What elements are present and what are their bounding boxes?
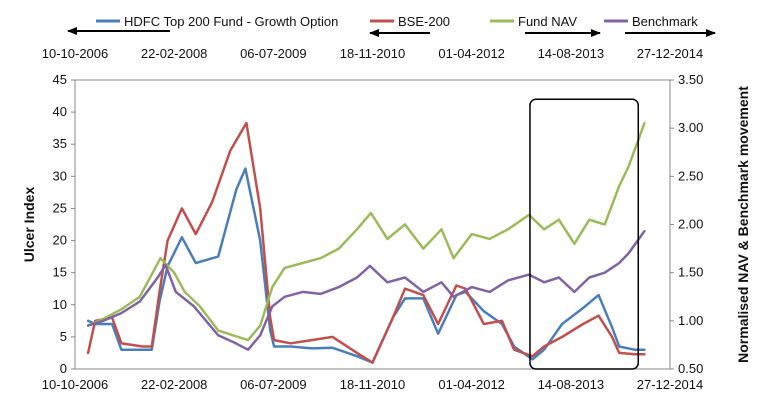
axis-pointer-arrows (67, 27, 716, 37)
left-y-tick-label: 30 (53, 168, 67, 183)
right-y-tick-label: 1.00 (678, 313, 703, 328)
series-line-hdfc-top-200-fund-growth-option (86, 167, 646, 364)
left-y-tick-labels: 0 5 10 15 20 25 30 35 40 45 (53, 72, 75, 376)
left-y-tick-label: 20 (53, 233, 67, 248)
bottom-x-tick-labels: 10-10-2006 22-02-2008 06-07-2009 18-11-2010… (42, 377, 704, 392)
left-y-tick-label: 15 (53, 265, 67, 280)
left-y-tick-label: 5 (60, 329, 67, 344)
x-tick-label: 22-02-2008 (141, 377, 208, 392)
right-y-tick-label: 3.00 (678, 120, 703, 135)
top-x-tick-label: 22-02-2008 (141, 46, 208, 61)
series-line-bse-200 (86, 121, 646, 364)
right-y-tick-label: 2.00 (678, 217, 703, 232)
left-y-tick-label: 25 (53, 200, 67, 215)
highlight-box (529, 98, 640, 370)
top-x-tick-label: 14-08-2013 (538, 46, 605, 61)
x-tick-label: 01-04-2012 (438, 377, 505, 392)
right-y-tick-label: 1.50 (678, 265, 703, 280)
series-line-benchmark (86, 229, 646, 351)
top-x-tick-label: 01-04-2012 (438, 46, 505, 61)
left-y-tick-label: 35 (53, 136, 67, 151)
right-axis-title: Normalised NAV & Benchmark movement (735, 86, 751, 363)
top-x-tick-label: 27-12-2014 (637, 46, 704, 61)
left-y-tick-label: 0 (60, 361, 67, 376)
left-y-tick-label: 10 (53, 297, 67, 312)
legend-label-fund-nav: Fund NAV (518, 14, 577, 29)
legend-label-bse200: BSE-200 (398, 14, 450, 29)
plot-area-frame (74, 79, 671, 370)
series-line-fund-nav (86, 122, 646, 342)
left-y-tick-label: 40 (53, 104, 67, 119)
top-x-tick-labels: 10-10-2006 22-02-2008 06-07-2009 18-11-2010… (42, 46, 704, 61)
top-x-tick-label: 06-07-2009 (240, 46, 307, 61)
legend-label-hdfc: HDFC Top 200 Fund - Growth Option (124, 14, 338, 29)
right-y-tick-labels: 0.50 1.00 1.50 2.00 2.50 3.00 3.50 (670, 72, 703, 376)
x-tick-label: 18-11-2010 (340, 377, 406, 392)
right-y-tick-label: 0.50 (678, 361, 703, 376)
x-tick-label: 14-08-2013 (538, 377, 605, 392)
x-tick-label: 10-10-2006 (42, 377, 109, 392)
top-x-tick-label: 10-10-2006 (42, 46, 109, 61)
right-y-tick-label: 3.50 (678, 72, 703, 87)
x-tick-label: 27-12-2014 (637, 377, 704, 392)
top-x-tick-label: 18-11-2010 (340, 46, 406, 61)
right-y-tick-label: 2.50 (678, 168, 703, 183)
legend-label-benchmark: Benchmark (632, 14, 698, 29)
legend: HDFC Top 200 Fund - Growth Option BSE-20… (96, 14, 698, 29)
x-tick-label: 06-07-2009 (240, 377, 307, 392)
left-axis-title: Ulcer Index (21, 187, 37, 263)
series-layer (86, 121, 646, 364)
left-y-tick-label: 45 (53, 72, 67, 87)
